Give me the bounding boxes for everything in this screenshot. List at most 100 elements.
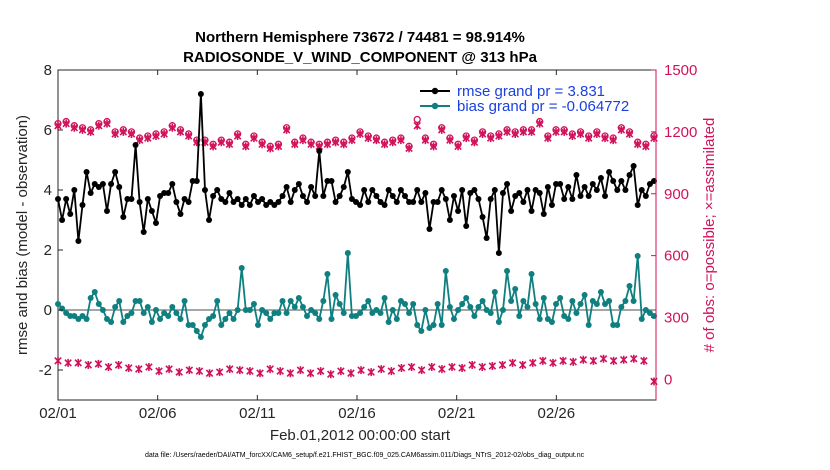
obs-assimilated-point: [511, 129, 519, 138]
bias-point: [173, 310, 180, 316]
bias-point: [377, 310, 384, 316]
rmse-point: [67, 211, 74, 217]
obs-assimilated-point: [168, 123, 177, 132]
bias-point: [365, 298, 372, 304]
rmse-point: [99, 181, 106, 187]
obs-assimilated-point: [217, 138, 226, 147]
obs-assimilated-point: [225, 140, 234, 149]
bias-point: [569, 298, 576, 304]
bias-point: [487, 310, 494, 316]
bias-point: [287, 298, 294, 304]
bias-point: [340, 310, 347, 316]
obs-assimilated-point: [377, 365, 386, 374]
bias-point: [157, 316, 164, 322]
bias-point: [577, 301, 584, 307]
obs-assimilated-point: [155, 367, 163, 376]
obs-assimilated-point: [347, 369, 355, 378]
bias-point: [193, 328, 200, 334]
rmse-point: [87, 190, 94, 196]
bias-point: [267, 316, 274, 322]
obs-assimilated-point: [339, 140, 348, 149]
y-left-tick-label: 2: [44, 242, 52, 259]
obs-assimilated-point: [529, 358, 537, 367]
bias-point: [324, 271, 331, 277]
rmse-point: [422, 190, 429, 196]
rmse-point: [234, 196, 241, 202]
obs-assimilated-point: [549, 358, 557, 367]
rmse-point: [242, 196, 249, 202]
rmse-point: [295, 181, 302, 187]
obs-assimilated-point: [544, 134, 552, 143]
bias-point: [169, 304, 176, 310]
obs-assimilated-point: [70, 123, 79, 132]
obs-assimilated-point: [246, 367, 254, 376]
rmse-point: [361, 187, 368, 193]
bias-point: [393, 316, 400, 322]
obs-assimilated-point: [299, 136, 307, 145]
obs-assimilated-point: [145, 363, 153, 371]
rmse-point: [491, 187, 498, 193]
rmse-point: [630, 163, 637, 169]
rmse-point: [365, 199, 372, 205]
obs-assimilated-point: [527, 127, 536, 136]
rmse-point: [463, 223, 470, 229]
obs-assimilated-point: [306, 369, 315, 378]
rmse-point: [287, 199, 294, 205]
rmse-point: [165, 190, 172, 196]
obs-assimilated-point: [388, 138, 397, 147]
bias-point: [622, 298, 629, 304]
rmse-point: [638, 187, 645, 193]
bias-point: [136, 298, 143, 304]
rmse-series-group: [55, 91, 658, 256]
rmse-point: [446, 217, 453, 223]
obs-assimilated-point: [114, 360, 123, 369]
rmse-point: [279, 193, 286, 199]
rmse-point: [299, 193, 306, 199]
rmse-point: [83, 169, 90, 175]
plot-area: [57, 69, 657, 401]
y-axis-left-label: rmse and bias (model - observation): [14, 115, 31, 355]
obs-assimilated-point: [579, 355, 588, 364]
bias-point: [455, 307, 462, 313]
rmse-point: [128, 196, 135, 202]
rmse-point: [55, 196, 61, 202]
obs-assimilated-point: [559, 356, 567, 365]
rmse-point: [312, 193, 319, 199]
y-right-tick-label: 600: [664, 248, 689, 265]
bias-point: [108, 319, 115, 325]
obs-assimilated-point: [429, 142, 438, 151]
rmse-point: [148, 208, 155, 214]
obs-assimilated-point: [508, 358, 517, 367]
rmse-point: [201, 187, 208, 193]
rmse-point: [316, 148, 323, 154]
obs-assimilated-point: [448, 363, 456, 371]
bias-point: [459, 301, 466, 307]
obs-assimilated-point: [503, 127, 511, 136]
footer-data-file: data file: /Users/raeder/DAI/ATM_forcXX/…: [145, 452, 585, 459]
obs-assimilated-point: [617, 125, 626, 134]
bias-point: [467, 304, 474, 310]
rmse-point: [479, 214, 486, 220]
obs-assimilated-point: [160, 129, 168, 138]
obs-assimilated-point: [589, 356, 598, 365]
bias-point: [177, 316, 184, 322]
bias-point: [275, 310, 282, 316]
bias-point: [597, 289, 604, 295]
rmse-point: [291, 187, 298, 193]
rmse-point: [561, 196, 568, 202]
bias-point: [55, 301, 61, 307]
x-axis-label: Feb.01,2012 00:00:00 start: [270, 427, 451, 444]
obs-assimilated-point: [144, 134, 152, 143]
rmse-point: [75, 238, 82, 244]
rmse-point: [418, 199, 425, 205]
obs-assimilated-point: [111, 129, 119, 138]
bias-series-group: [55, 250, 658, 340]
bias-point: [152, 307, 159, 313]
obs-assimilated-point: [348, 136, 356, 145]
rmse-point: [259, 196, 266, 202]
obs-assimilated-point: [593, 129, 601, 138]
obs-assimilated-point: [274, 142, 283, 151]
obs-assimilated-point: [599, 354, 608, 363]
rmse-point: [442, 196, 449, 202]
obs-assimilated-point: [103, 119, 111, 128]
